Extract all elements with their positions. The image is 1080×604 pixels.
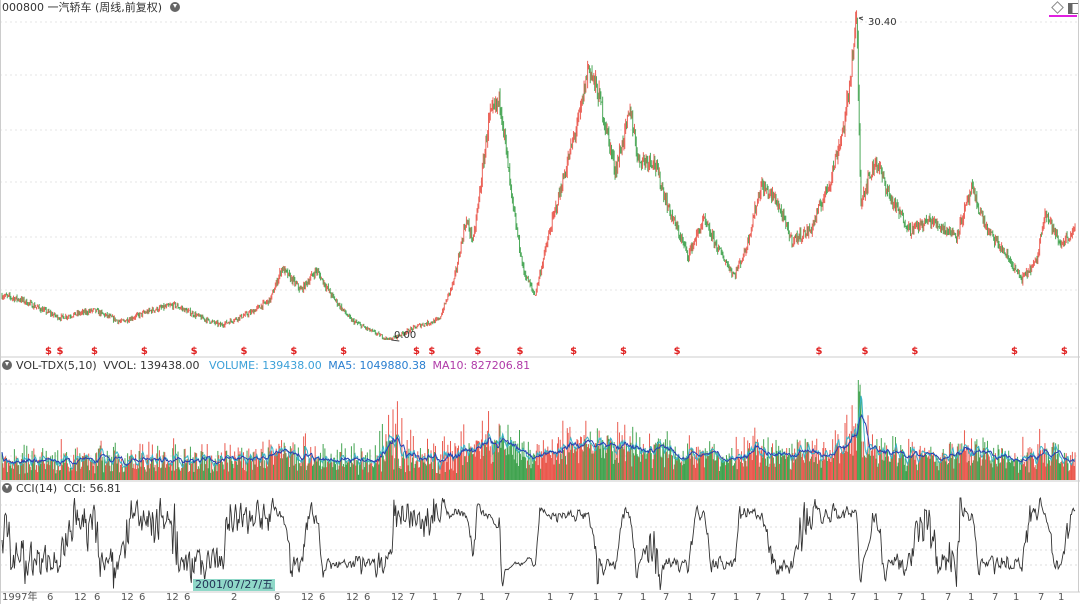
x-axis-tick-label: 6 — [139, 592, 146, 603]
x-axis-tick-label: 12 — [301, 592, 314, 603]
x-axis-tick-label: 7 — [504, 592, 511, 603]
min-price-label: 0.00 — [394, 330, 417, 341]
x-axis-tick-label: 6 — [94, 592, 101, 603]
x-axis-tick-label: 7 — [945, 592, 952, 603]
volume-value: VOLUME: 139438.00 — [209, 359, 322, 372]
x-axis-tick-label: 7 — [663, 592, 670, 603]
x-axis-tick-label: 6 — [319, 592, 326, 603]
dividend-marker-icon[interactable]: $ — [91, 346, 98, 357]
dividend-marker-icon[interactable]: $ — [240, 346, 248, 357]
dividend-marker-icon[interactable]: $ — [570, 346, 578, 357]
dividend-marker-icon[interactable]: $ — [1011, 346, 1018, 357]
x-axis-tick-label: 12 — [74, 592, 87, 603]
stock-title: 000800 一汽轿车 (周线,前复权) — [2, 1, 163, 14]
x-axis-tick-label: 1 — [640, 592, 647, 603]
x-axis-tick-label: 7 — [710, 592, 717, 603]
volume-legend: VOL-TDX(5,10) VVOL: 139438.00 VOLUME: 13… — [2, 359, 530, 373]
x-axis-tick-label: 12 — [346, 592, 359, 603]
x-axis-tick-label: 7 — [456, 592, 463, 603]
dividend-marker-icon[interactable]: $ — [140, 346, 148, 357]
volume-bars — [1, 380, 1076, 480]
x-axis-tick-label: 1 — [873, 592, 880, 603]
max-price-label: 30.40 — [868, 17, 897, 28]
dividend-marker-icon[interactable]: $ — [413, 346, 420, 357]
x-axis-tick-label: 7 — [568, 592, 575, 603]
x-axis-tick-label: 1 — [547, 592, 554, 603]
x-axis-tick-label: 7 — [992, 592, 999, 603]
x-axis-tick-label: 1 — [1013, 592, 1020, 603]
x-axis-tick-label: 7 — [755, 592, 762, 603]
x-axis-tick-label: 7 — [803, 592, 810, 603]
cci-value: CCI: 56.81 — [63, 482, 121, 495]
chart-title: 000800 一汽轿车 (周线,前复权) — [2, 1, 184, 15]
dividend-marker-icon[interactable]: $ — [45, 346, 52, 357]
x-axis-tick-label: 6 — [364, 592, 371, 603]
dividend-marker-icon[interactable]: $ — [340, 346, 348, 357]
x-axis-tick-label: 6 — [47, 592, 54, 603]
x-axis-tick-label: 7 — [897, 592, 904, 603]
x-axis-tick-label: 1 — [920, 592, 927, 603]
x-axis-tick-label: 1 — [780, 592, 787, 603]
x-axis-tick-label: 1 — [687, 592, 694, 603]
crosshair-date-label: 2001/07/27/五 — [193, 578, 276, 591]
dividend-marker-icon[interactable]: $ — [516, 346, 524, 357]
dividend-marker-icon[interactable]: $ — [1060, 346, 1068, 357]
ma5-value: MA5: 1049880.38 — [328, 359, 426, 372]
x-axis-tick-label: 6 — [274, 592, 281, 603]
x-axis-tick-label: 12 — [391, 592, 404, 603]
dividend-marker-icon[interactable]: $ — [620, 346, 627, 357]
chevron-down-circle-icon[interactable] — [169, 2, 180, 12]
candlesticks — [1, 10, 1076, 342]
cci-legend: CCI(14) CCI: 56.81 — [2, 482, 121, 496]
cci-indicator-name: CCI(14) — [16, 482, 58, 495]
ma10-value: MA10: 827206.81 — [432, 359, 531, 372]
cci-line — [1, 496, 1076, 591]
cci-line-path — [1, 496, 1076, 591]
x-axis-tick-label: 12 — [121, 592, 134, 603]
x-axis-tick-label: 2 — [231, 592, 238, 603]
x-axis-tick-label: 1 — [479, 592, 486, 603]
x-axis-tick-label: 1997年 — [2, 592, 38, 603]
x-axis-tick-label: 12 — [166, 592, 179, 603]
volume-ma10-line — [1, 414, 1076, 466]
x-axis-tick-label: 7 — [850, 592, 857, 603]
x-axis-tick-label: 7 — [409, 592, 416, 603]
x-axis-tick-label: 1 — [1058, 592, 1065, 603]
chevron-down-circle-icon[interactable] — [2, 360, 12, 370]
x-axis-tick-label: 1 — [827, 592, 834, 603]
x-axis-tick-label: 1 — [733, 592, 740, 603]
dividend-marker-icon[interactable]: $ — [190, 346, 198, 357]
grid-lines — [0, 21, 1078, 566]
vvol-value: VVOL: 139438.00 — [103, 359, 200, 372]
dividend-marker-icon[interactable]: $ — [56, 346, 64, 357]
dividend-marker-icon[interactable]: $ — [673, 346, 681, 357]
x-axis-tick-label: 1 — [968, 592, 975, 603]
dividend-marker-icon[interactable]: $ — [911, 346, 919, 357]
active-tab-indicator — [1049, 15, 1077, 17]
volume-ma-lines — [1, 395, 1076, 470]
x-axis-tick-label: 1 — [593, 592, 600, 603]
dividend-marker-icon[interactable]: $ — [428, 346, 436, 357]
x-axis-tick-label: 7 — [617, 592, 624, 603]
chevron-down-circle-icon[interactable] — [2, 483, 12, 493]
volume-indicator-name: VOL-TDX(5,10) — [16, 359, 97, 372]
x-axis-tick-label: 6 — [184, 592, 191, 603]
min-marker — [391, 339, 400, 342]
x-axis-tick-label: 7 — [1038, 592, 1045, 603]
dividend-marker-icon[interactable]: $ — [815, 346, 823, 357]
max-marker — [858, 16, 864, 21]
dividend-marker-icon[interactable]: $ — [861, 346, 869, 357]
x-axis-tick-label: 1 — [432, 592, 439, 603]
dividend-marker-icon[interactable]: $ — [290, 346, 298, 357]
dividend-marker-icon[interactable]: $ — [474, 346, 482, 357]
volume-ma5-line — [1, 395, 1076, 470]
